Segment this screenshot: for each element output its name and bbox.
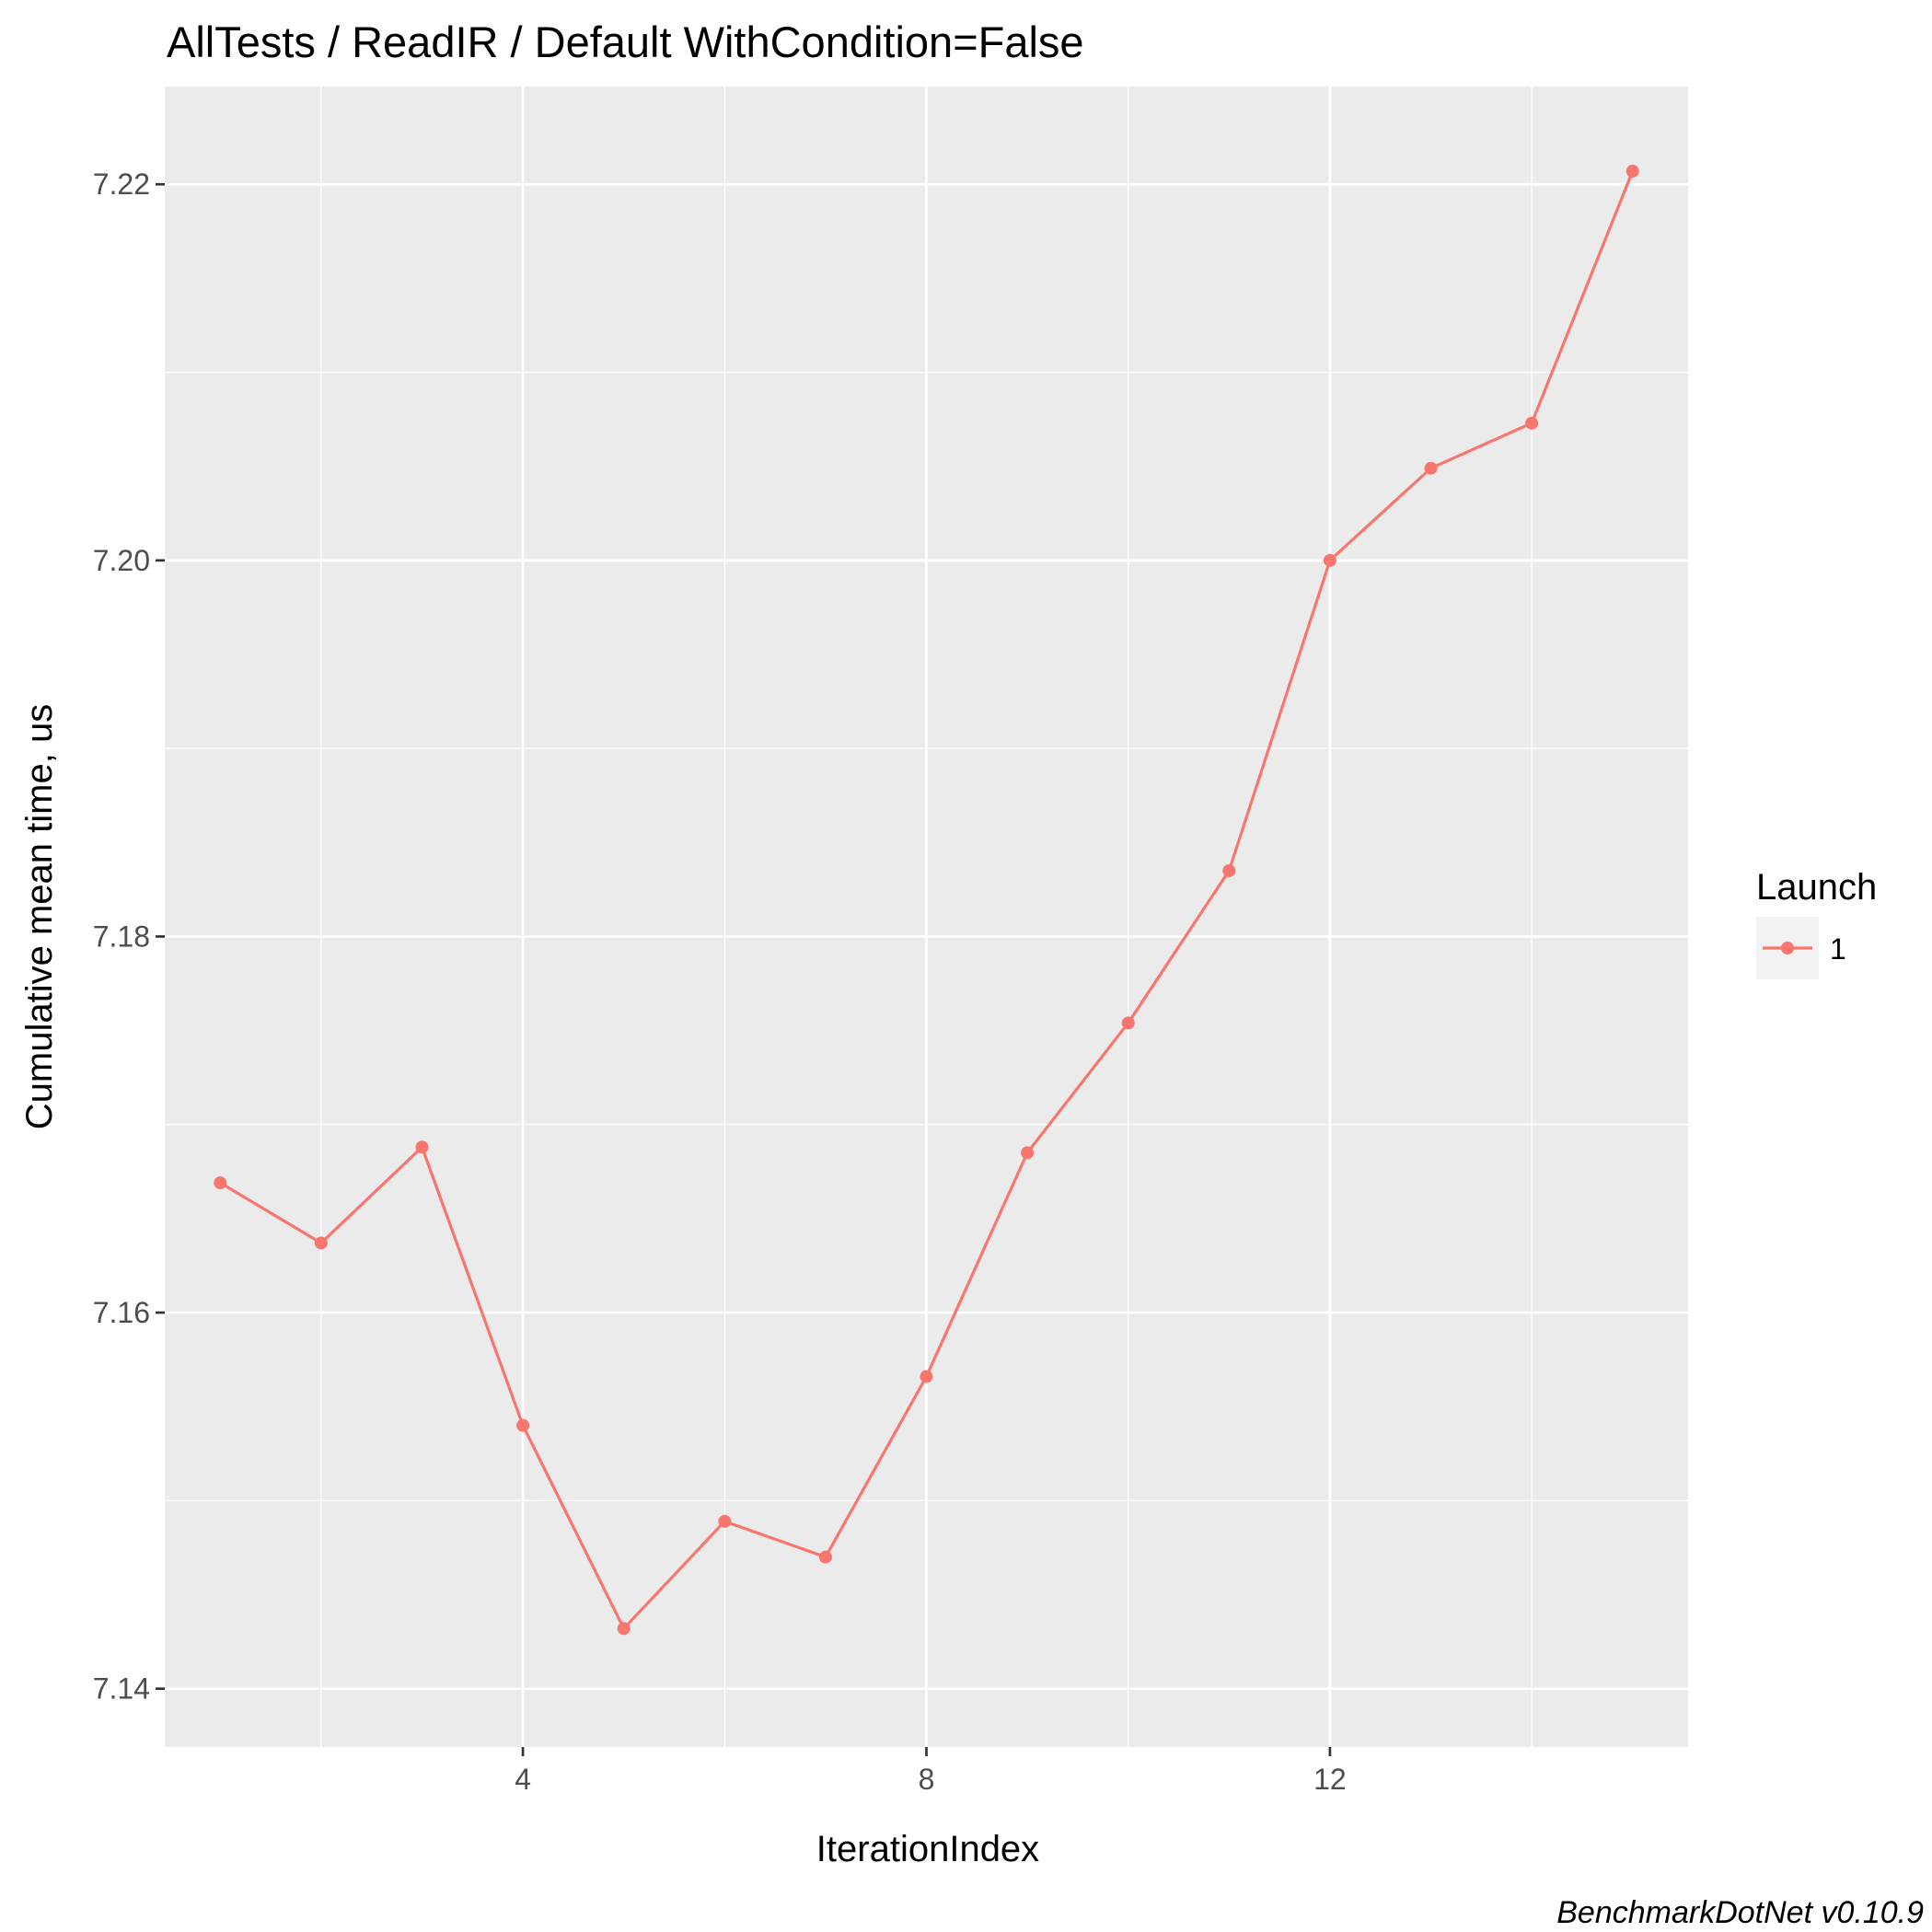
data-point	[1424, 461, 1438, 475]
series-layer	[214, 164, 1639, 1636]
caption: BenchmarkDotNet v0.10.9	[1556, 1895, 1924, 1930]
x-axis: 4 8 12	[515, 1747, 1347, 1796]
x-tick-label: 8	[919, 1763, 935, 1796]
major-gridlines	[165, 87, 1688, 1747]
data-point	[617, 1622, 631, 1636]
x-tick-label: 4	[515, 1763, 531, 1796]
y-tick-label: 7.18	[93, 920, 150, 953]
legend-title: Launch	[1756, 867, 1877, 908]
data-point	[718, 1514, 732, 1528]
legend: Launch 1	[1756, 867, 1877, 979]
x-tick-label: 12	[1313, 1763, 1347, 1796]
data-point	[818, 1550, 832, 1564]
y-axis-title: Cumulative mean time, us	[19, 704, 60, 1129]
chart-title: AllTests / ReadIR / Default WithConditio…	[167, 17, 1084, 66]
y-tick-label: 7.14	[93, 1672, 150, 1706]
data-point	[516, 1418, 530, 1432]
y-axis: 7.14 7.16 7.18 7.20 7.22	[93, 168, 165, 1706]
data-point	[920, 1370, 933, 1383]
data-point	[214, 1176, 227, 1190]
data-point	[1121, 1016, 1135, 1030]
data-point	[1625, 164, 1639, 178]
data-point	[1323, 553, 1336, 567]
y-tick-label: 7.16	[93, 1296, 150, 1329]
data-point	[1222, 863, 1236, 877]
y-tick-label: 7.22	[93, 168, 150, 201]
legend-label: 1	[1830, 932, 1846, 966]
data-point	[314, 1236, 328, 1250]
data-point	[415, 1140, 429, 1154]
legend-key-point	[1781, 942, 1794, 954]
data-point	[1021, 1146, 1035, 1160]
y-tick-label: 7.20	[93, 544, 150, 577]
x-axis-title: IterationIndex	[816, 1829, 1039, 1869]
data-point	[1525, 416, 1539, 430]
